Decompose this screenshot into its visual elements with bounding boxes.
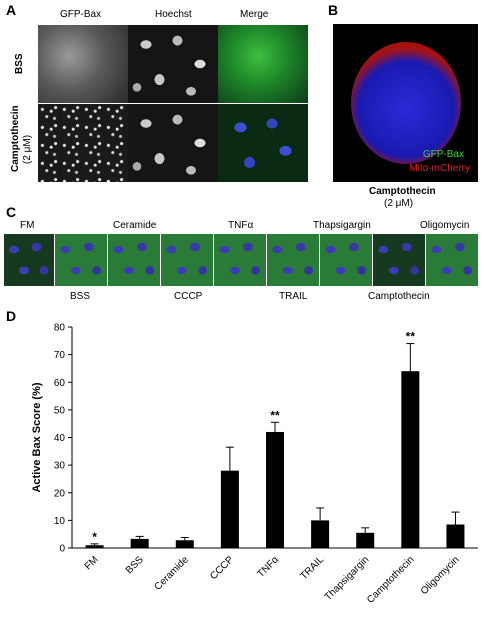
category-label: Thapsigargin [323,554,372,603]
c-bottom-label-camptothecin: Camptothecin [368,291,430,302]
active-bax-bar-chart: 0 10 20 30 40 50 60 70 80 Active Bax Score (%) * FM… [31,323,478,606]
category-label: TRAIL [298,554,326,582]
y-tick-label: 10 [54,516,66,527]
c-image-camptothecin [373,234,425,286]
significance-label: * [92,530,97,544]
category-label: Oligomycin [419,554,462,597]
c-bottom-label-cccp: CCCP [174,291,203,302]
category-label: CCCP [208,554,236,582]
category-label: FM [83,554,101,572]
y-tick-label: 70 [54,350,66,361]
y-tick-label: 20 [54,488,66,499]
y-tick-label: 50 [54,405,66,416]
c-top-label-oligomycin: Oligomycin [420,220,470,231]
col-label-gfp-bax: GFP-Bax [60,9,102,20]
bar [130,538,149,548]
bar [311,520,330,548]
c-image-trail [267,234,319,286]
c-image-cccp [161,234,213,286]
micrograph-bss-hoechst [128,25,218,103]
bar [266,431,284,548]
bar [401,371,420,548]
c-image-oligomycin [426,234,478,286]
micrograph-campto-hoechst [128,104,218,182]
panel-b-caption-concentration: (2 μM) [384,198,414,209]
c-top-label-ceramide: Ceramide [113,220,157,231]
panel-d-letter: D [6,308,17,324]
y-tick-label: 30 [54,461,66,472]
y-tick-label: 80 [54,323,66,334]
panel-b-letter: B [328,2,339,18]
c-bottom-label-bss: BSS [70,291,91,302]
bar [175,540,194,548]
c-top-label-tnfa: TNFα [228,220,254,231]
micrograph-campto-merge [218,104,308,182]
bar [356,532,375,548]
panel-b-caption-title: Camptothecin [369,186,436,197]
c-image-tnfa [214,234,266,286]
col-label-merge: Merge [240,9,269,20]
panel-a-letter: A [6,2,17,18]
bar [220,470,239,548]
significance-label: ** [270,408,280,422]
c-image-ceramide [108,234,160,286]
legend-gfp-bax: GFP-Bax [422,149,464,160]
legend-mito-mcherry: Mito-mCherry [409,163,470,174]
micrograph-camptothecin-confocal: GFP-Bax Mito-mCherry [333,24,478,182]
bar [85,545,104,548]
row-label-camptothecin: Camptothecin [10,105,21,172]
c-top-label-thapsigargin: Thapsigargin [313,220,371,231]
panel-c-letter: C [6,204,17,220]
y-tick-label: 40 [54,433,66,444]
micrograph-bss-merge [218,25,308,103]
c-image-thapsigargin [320,234,372,286]
micrograph-bss-gfp [38,25,128,103]
bar [446,524,465,548]
c-bottom-label-trail: TRAIL [279,291,308,302]
row-label-concentration: (2 μM) [22,134,33,164]
category-label: Camptothecin [365,554,416,605]
micrograph-campto-gfp [38,104,128,182]
y-tick-label: 0 [59,544,65,555]
y-axis-label: Active Bax Score (%) [31,382,43,492]
category-label: TNFα [255,554,281,580]
y-tick-label: 60 [54,378,66,389]
c-top-label-fm: FM [20,220,35,231]
col-label-hoechst: Hoechst [155,9,192,20]
significance-label: ** [406,330,416,344]
category-label: Ceramide [152,554,191,593]
c-image-fm [4,234,54,286]
row-label-bss: BSS [14,53,25,74]
c-image-bss [55,234,107,286]
category-label: BSS [124,554,146,576]
